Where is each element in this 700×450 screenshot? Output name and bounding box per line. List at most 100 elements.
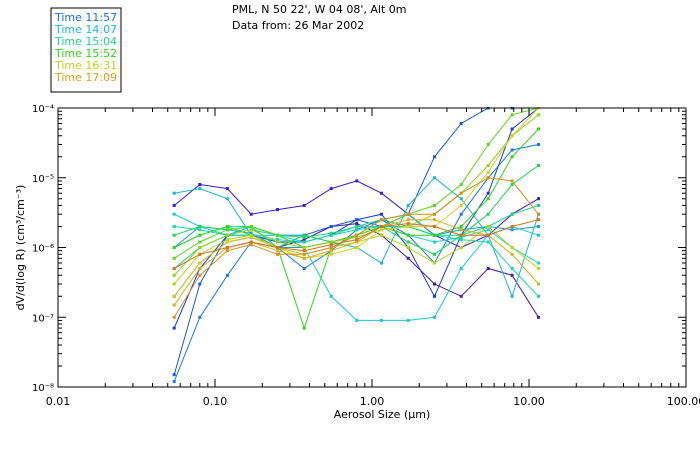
- data-point-s16-12: [486, 225, 490, 228]
- data-point-s19-4: [276, 252, 279, 256]
- data-point-s13-10: [433, 233, 436, 237]
- series-line-s18: [173, 219, 539, 306]
- data-point-s20-6: [329, 243, 333, 247]
- data-point-s02-2: [225, 187, 229, 191]
- data-point-s16-9: [406, 246, 410, 249]
- data-point-s19-11: [459, 191, 463, 195]
- data-point-s08-8: [380, 318, 383, 322]
- data-point-s13-5: [302, 326, 306, 330]
- data-point-s05-1: [198, 315, 202, 319]
- data-point-s16-2: [225, 238, 229, 242]
- data-point-s20-14: [537, 218, 540, 222]
- data-point-s15-3: [249, 228, 253, 232]
- data-point-s05-14: [537, 143, 540, 146]
- data-point-s18-1: [198, 267, 202, 270]
- data-point-s20-0: [172, 267, 176, 270]
- data-point-s01-9: [406, 256, 410, 260]
- data-point-s02-14: [537, 197, 540, 201]
- data-point-s03-8: [380, 212, 383, 216]
- data-point-s14-3: [249, 225, 253, 228]
- data-point-s01-10: [433, 282, 436, 286]
- data-point-s12-14: [537, 164, 540, 167]
- data-point-s10-13: [510, 267, 514, 270]
- data-point-s12-5: [302, 233, 306, 237]
- data-point-s20-13: [510, 225, 514, 228]
- data-point-s18-4: [276, 249, 279, 253]
- data-point-s18-6: [329, 249, 333, 253]
- data-point-s12-13: [510, 183, 514, 186]
- data-point-s08-14: [537, 233, 540, 237]
- data-point-s19-8: [380, 218, 383, 222]
- data-point-s15-5: [302, 246, 306, 249]
- data-point-s13-13: [510, 155, 514, 159]
- data-point-s17-12: [486, 170, 490, 174]
- data-point-s10-6: [329, 233, 333, 237]
- data-point-s04-1: [198, 282, 202, 286]
- data-point-s08-9: [406, 318, 410, 322]
- data-point-s17-0: [172, 294, 176, 298]
- data-point-s19-10: [433, 212, 436, 216]
- data-point-s19-0: [172, 315, 176, 319]
- y-tick-label: 10⁻⁵: [32, 174, 54, 185]
- data-point-s12-9: [406, 240, 410, 244]
- series-line-s17: [173, 107, 539, 297]
- data-point-s13-0: [172, 246, 176, 249]
- data-point-s19-14: [537, 212, 540, 216]
- data-point-s14-4: [276, 233, 279, 237]
- data-point-s07-11: [459, 197, 463, 201]
- y-axis-label: dV/d(log R) (cm³/cm⁻³): [14, 185, 27, 311]
- data-point-s02-8: [380, 191, 383, 195]
- data-point-s16-10: [433, 261, 436, 265]
- data-point-s14-12: [486, 143, 490, 146]
- data-point-s13-9: [406, 233, 410, 237]
- plot-frame: [57, 107, 687, 388]
- data-point-s07-0: [172, 191, 176, 195]
- data-point-s03-13: [510, 127, 514, 131]
- data-point-s17-2: [225, 240, 229, 244]
- data-point-s06-13: [510, 228, 514, 232]
- data-point-s11-6: [329, 231, 333, 235]
- data-point-s17-13: [510, 134, 514, 138]
- series-line-s09: [173, 226, 539, 264]
- data-point-s17-3: [249, 235, 253, 239]
- legend-box: [50, 7, 122, 93]
- data-point-s15-0: [172, 273, 176, 277]
- y-tick-label: 10⁻⁸: [32, 383, 54, 394]
- data-point-s15-14: [537, 113, 540, 117]
- data-point-s05-11: [459, 212, 463, 216]
- data-point-s20-5: [302, 249, 306, 253]
- data-point-s18-14: [537, 282, 540, 286]
- data-point-s18-13: [510, 252, 514, 256]
- y-tick-label: 10⁻⁴: [32, 104, 54, 115]
- data-point-s13-11: [459, 225, 463, 228]
- data-point-s16-8: [380, 233, 383, 237]
- data-point-s04-10: [433, 155, 436, 159]
- data-point-s10-0: [172, 225, 176, 228]
- data-point-s05-13: [510, 148, 514, 152]
- data-point-s20-3: [249, 240, 253, 244]
- data-point-s20-10: [433, 225, 436, 228]
- data-point-s12-12: [486, 212, 490, 216]
- data-point-s10-5: [302, 240, 306, 244]
- data-point-s17-1: [198, 261, 202, 265]
- data-point-s17-8: [380, 228, 383, 232]
- data-point-s06-3: [249, 231, 253, 235]
- data-point-s03-12: [486, 191, 490, 195]
- data-point-s16-0: [172, 282, 176, 286]
- data-point-s08-11: [459, 267, 463, 270]
- data-point-s15-6: [329, 240, 333, 244]
- data-point-s01-7: [355, 222, 359, 226]
- data-point-s20-8: [380, 225, 383, 228]
- data-point-s18-11: [459, 228, 463, 232]
- data-point-s02-3: [249, 212, 253, 216]
- data-point-s05-0: [172, 380, 176, 383]
- x-axis-label: Aerosol Size (μm): [334, 408, 431, 421]
- y-tick-label: 10⁻⁶: [32, 244, 54, 255]
- data-point-s08-0: [172, 212, 176, 216]
- data-point-s05-2: [225, 273, 229, 277]
- data-point-s19-13: [510, 179, 514, 183]
- x-tick-label: 0.10: [203, 395, 228, 408]
- data-point-s13-2: [225, 225, 229, 228]
- x-tick-label: 100.00: [667, 395, 700, 408]
- data-point-s19-3: [249, 243, 253, 247]
